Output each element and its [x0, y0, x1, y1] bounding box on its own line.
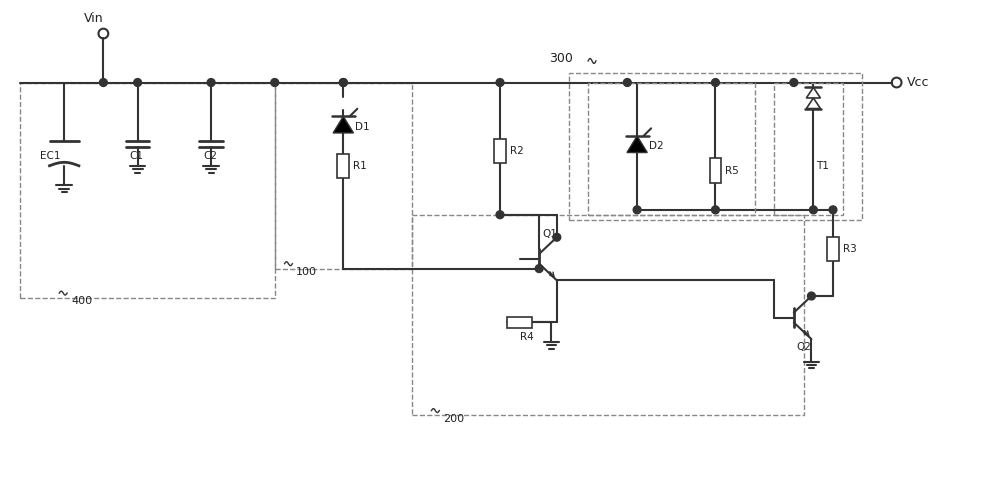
- Text: 100: 100: [296, 266, 317, 276]
- Text: 300: 300: [549, 51, 573, 65]
- Circle shape: [134, 79, 142, 87]
- Text: Vin: Vin: [84, 12, 103, 25]
- Bar: [827, 237, 839, 261]
- Circle shape: [809, 206, 817, 214]
- Circle shape: [790, 79, 798, 87]
- Text: Q2: Q2: [797, 342, 812, 352]
- Text: T1: T1: [816, 161, 829, 171]
- Text: C1: C1: [130, 151, 144, 161]
- Bar: [337, 153, 349, 178]
- Circle shape: [99, 79, 107, 87]
- Text: EC1: EC1: [40, 151, 60, 161]
- Text: R2: R2: [510, 146, 524, 156]
- Text: Vcc: Vcc: [906, 76, 929, 89]
- Text: 400: 400: [71, 296, 92, 306]
- Circle shape: [829, 206, 837, 214]
- Text: Q1: Q1: [542, 229, 557, 240]
- Polygon shape: [333, 117, 353, 133]
- Text: D2: D2: [649, 141, 663, 151]
- Circle shape: [712, 79, 719, 87]
- Circle shape: [496, 79, 504, 87]
- Text: R5: R5: [725, 166, 739, 176]
- Text: D1: D1: [355, 122, 370, 131]
- Circle shape: [339, 79, 347, 87]
- Text: 200: 200: [443, 413, 464, 423]
- Polygon shape: [627, 136, 647, 152]
- Polygon shape: [806, 98, 820, 109]
- Circle shape: [496, 211, 504, 219]
- Circle shape: [339, 79, 347, 87]
- Circle shape: [535, 264, 543, 272]
- Circle shape: [623, 79, 631, 87]
- Text: R1: R1: [353, 161, 367, 171]
- Circle shape: [633, 206, 641, 214]
- Circle shape: [553, 234, 561, 241]
- Bar: [494, 139, 506, 163]
- Bar: [710, 158, 721, 183]
- Circle shape: [207, 79, 215, 87]
- Text: R3: R3: [843, 244, 857, 254]
- Circle shape: [271, 79, 279, 87]
- Text: R4: R4: [520, 332, 533, 342]
- Text: C2: C2: [203, 151, 217, 161]
- Bar: [507, 317, 532, 328]
- Polygon shape: [806, 88, 820, 98]
- Circle shape: [808, 292, 815, 300]
- Circle shape: [712, 206, 719, 214]
